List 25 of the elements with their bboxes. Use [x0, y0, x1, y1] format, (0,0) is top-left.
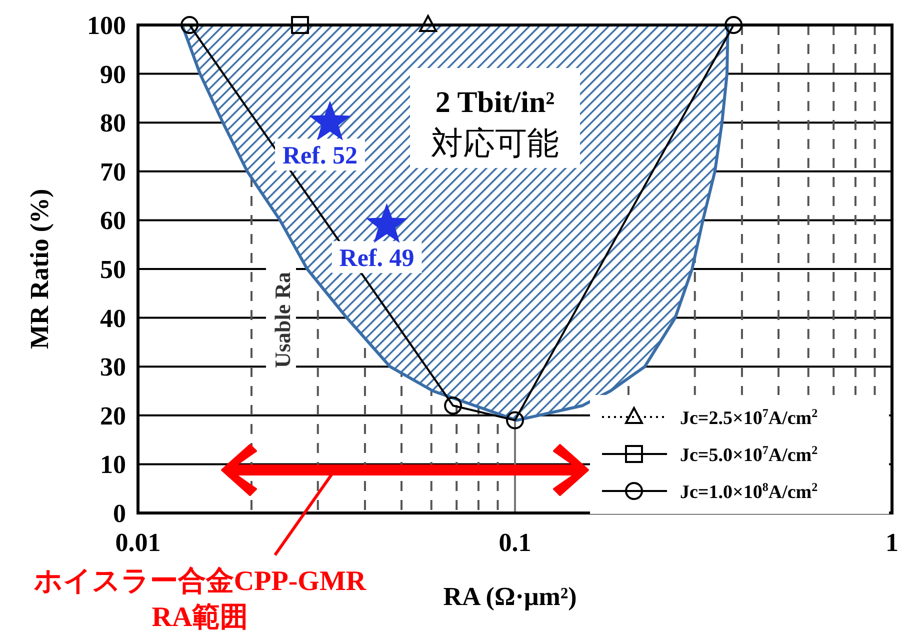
- annotation: ホイスラー合金CPP-GMR RA範囲: [34, 566, 366, 633]
- y-axis-title: MR Ratio (%): [25, 188, 54, 350]
- x-tick-label: 0.01: [115, 528, 161, 557]
- y-tick-label: 100: [87, 11, 126, 40]
- annotation: Usable Ra: [270, 272, 295, 368]
- legend-label: Jc=5.0×10$^{7}$A/cm$^{2}$: [680, 443, 818, 466]
- y-tick-label: 90: [100, 60, 126, 89]
- legend-label: Jc=1.0×10$^{8}$A/cm$^{2}$: [680, 480, 818, 503]
- y-tick-label: 80: [100, 108, 126, 138]
- series-label: Ref. 52: [282, 142, 358, 170]
- y-tick-label: 20: [100, 401, 126, 430]
- y-tick-label: 60: [100, 206, 126, 236]
- annotation: 2 Tbit/in² 対応可能: [431, 86, 559, 161]
- series-label: Ref. 49: [339, 245, 414, 272]
- y-tick-label: 30: [100, 352, 126, 382]
- y-tick-label: 40: [100, 304, 126, 333]
- legend-label: Jc=2.5×10$^{7}$A/cm$^{2}$: [680, 406, 818, 429]
- x-tick-label: 0.1: [498, 528, 532, 557]
- x-axis-title: RA (Ω·μm²): [443, 582, 577, 611]
- x-tick-label: 1: [886, 528, 898, 557]
- annotation: 2 Tbit/in² 対応可能: [410, 68, 580, 168]
- y-tick-label: 70: [100, 157, 126, 186]
- y-tick-label: 10: [100, 450, 126, 480]
- y-tick-label: 50: [100, 255, 126, 284]
- y-tick-label: 0: [113, 499, 126, 528]
